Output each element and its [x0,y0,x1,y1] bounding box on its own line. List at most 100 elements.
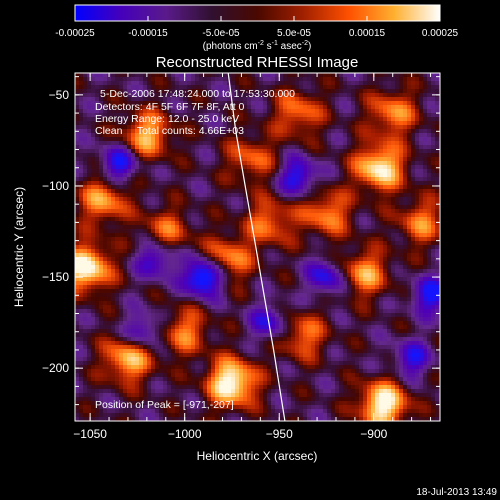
heatmap-cell [139,201,144,206]
heatmap-cell [419,157,424,162]
heatmap-cell [423,173,428,178]
heatmap-cell [87,185,92,190]
heatmap-cell [327,149,332,154]
heatmap-cell [343,225,348,230]
heatmap-cell [279,257,284,262]
heatmap-cell [111,189,116,194]
heatmap-cell [355,185,360,190]
heatmap-cell [299,85,304,90]
heatmap-cell [315,105,320,110]
heatmap-cell [143,137,148,142]
heatmap-cell [311,281,316,286]
heatmap-cell [115,145,120,150]
heatmap-cell [391,237,396,242]
heatmap-cell [107,113,112,118]
heatmap-cell [423,141,428,146]
heatmap-cell [279,173,284,178]
heatmap-cell [159,173,164,178]
heatmap-cell [91,77,96,82]
heatmap-cell [431,261,436,266]
heatmap-cell [343,113,348,118]
heatmap-cell [143,201,148,206]
heatmap-cell [419,93,424,98]
heatmap-cell [75,229,80,234]
heatmap-cell [359,153,364,158]
heatmap-cell [159,141,164,146]
heatmap-cell [179,233,184,238]
heatmap-cell [107,85,112,90]
heatmap-cell [251,73,256,78]
heatmap-cell [211,101,216,106]
heatmap-cell [279,261,284,266]
heatmap-cell [259,89,264,94]
heatmap-cell [187,93,192,98]
heatmap-cell [203,221,208,226]
heatmap-cell [151,269,156,274]
heatmap-cell [95,173,100,178]
heatmap-cell [403,137,408,142]
heatmap-cell [399,233,404,238]
heatmap-cell [147,285,152,290]
heatmap-cell [411,149,416,154]
heatmap-cell [359,129,364,134]
heatmap-cell [159,273,164,278]
heatmap-cell [167,145,172,150]
heatmap-cell [107,157,112,162]
heatmap-cell [259,209,264,214]
heatmap-cell [287,109,292,114]
heatmap-cell [367,113,372,118]
heatmap-cell [123,253,128,258]
heatmap-cell [243,129,248,134]
heatmap-cell [291,201,296,206]
heatmap-cell [243,217,248,222]
heatmap-cell [399,93,404,98]
heatmap-cell [75,157,80,162]
heatmap-cell [435,285,440,290]
heatmap-cell [115,261,120,266]
heatmap-cell [255,113,260,118]
heatmap-cell [299,105,304,110]
heatmap-cell [271,113,276,118]
heatmap-cell [399,129,404,134]
heatmap-cell [111,213,116,218]
heatmap-cell [331,217,336,222]
heatmap-cell [139,149,144,154]
heatmap-cell [99,169,104,174]
heatmap-cell [239,233,244,238]
heatmap-cell [251,185,256,190]
heatmap-cell [119,77,124,82]
heatmap-cell [395,209,400,214]
heatmap-cell [375,141,380,146]
heatmap-cell [399,177,404,182]
heatmap-cell [79,97,84,102]
heatmap-cell [239,97,244,102]
heatmap-cell [319,233,324,238]
heatmap-cell [335,169,340,174]
heatmap-cell [115,181,120,186]
heatmap-cell [303,253,308,258]
heatmap-cell [183,73,188,78]
heatmap-cell [327,173,332,178]
heatmap-cell [251,145,256,150]
heatmap-cell [227,205,232,210]
heatmap-cell [155,77,160,82]
heatmap-cell [147,129,152,134]
heatmap-cell [107,265,112,270]
heatmap-cell [383,249,388,254]
heatmap-cell [303,185,308,190]
heatmap-cell [359,85,364,90]
heatmap-cell [415,241,420,246]
heatmap-cell [163,281,168,286]
heatmap-cell [327,209,332,214]
heatmap-cell [247,185,252,190]
heatmap-cell [159,225,164,230]
heatmap-cell [379,205,384,210]
heatmap-cell [311,229,316,234]
heatmap-cell [223,257,228,262]
heatmap-cell [411,73,416,78]
heatmap-cell [107,117,112,122]
heatmap-cell [259,197,264,202]
heatmap-cell [151,281,156,286]
heatmap-cell [95,117,100,122]
heatmap-cell [199,253,204,258]
